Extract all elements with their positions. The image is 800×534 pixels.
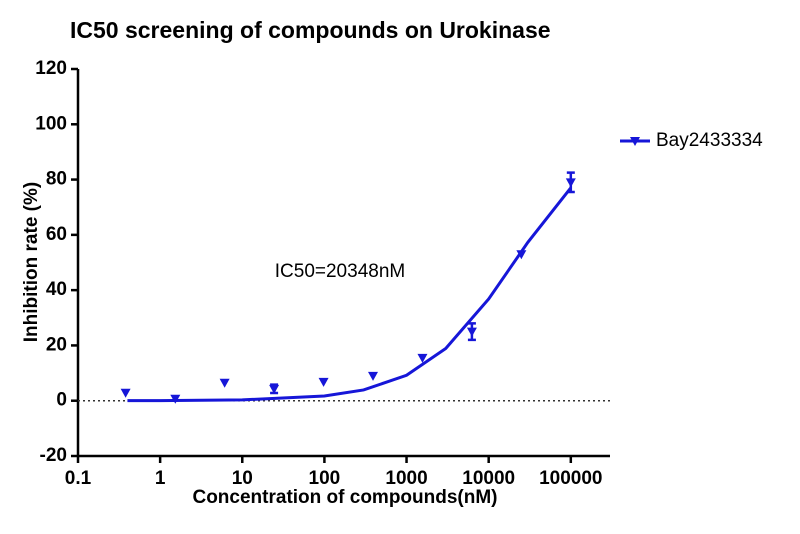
x-tick-label: 100000 bbox=[539, 468, 602, 489]
legend-label: Bay2433334 bbox=[656, 130, 763, 151]
x-tick-label: 100 bbox=[309, 468, 341, 489]
data-point bbox=[466, 327, 477, 337]
chart-title: IC50 screening of compounds on Urokinase bbox=[70, 17, 551, 43]
data-point bbox=[269, 384, 280, 394]
y-tick-label: 0 bbox=[56, 390, 67, 411]
y-tick-label: 100 bbox=[35, 113, 67, 134]
x-axis-label: Concentration of compounds(nM) bbox=[192, 487, 497, 508]
data-point bbox=[170, 394, 181, 404]
y-tick-label: 60 bbox=[46, 224, 67, 245]
y-tick-label: 40 bbox=[46, 279, 67, 300]
y-tick-label: -20 bbox=[40, 445, 67, 466]
data-point bbox=[417, 353, 428, 363]
data-point bbox=[318, 377, 329, 387]
annotation: IC50=20348nM bbox=[275, 261, 405, 282]
y-tick-label: 20 bbox=[46, 334, 67, 355]
x-tick-label: 10 bbox=[232, 468, 253, 489]
data-point bbox=[516, 250, 527, 260]
x-tick-label: 1 bbox=[155, 468, 166, 489]
x-tick-label: 1000 bbox=[385, 468, 427, 489]
legend-marker bbox=[630, 137, 640, 146]
data-point bbox=[120, 388, 131, 398]
x-tick-label: 10000 bbox=[462, 468, 515, 489]
data-point bbox=[368, 371, 379, 381]
y-axis-label: Inhibition rate (%) bbox=[21, 182, 42, 342]
data-point bbox=[565, 178, 576, 188]
y-tick-label: 80 bbox=[46, 169, 67, 190]
fit-curve bbox=[127, 186, 572, 403]
x-tick-label: 0.1 bbox=[65, 468, 92, 489]
y-tick-label: 120 bbox=[35, 58, 67, 79]
data-point bbox=[219, 378, 230, 388]
